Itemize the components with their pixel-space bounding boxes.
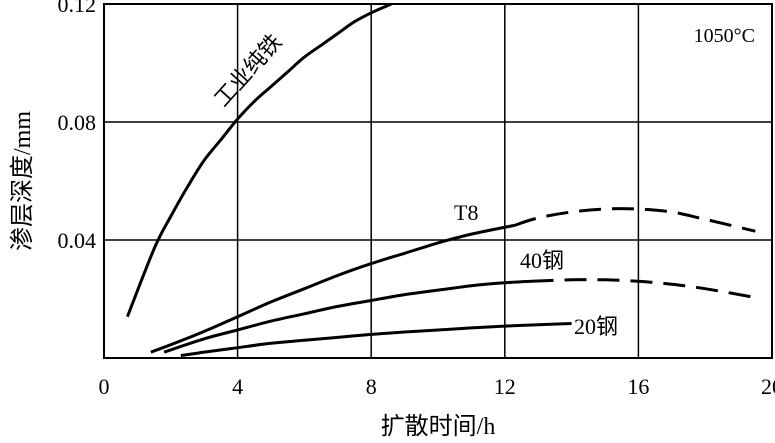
series-label-40-steel: 40钢 xyxy=(520,248,564,273)
x-tick-label: 0 xyxy=(99,374,110,399)
series-line-3-solid xyxy=(180,322,572,358)
y-tick-label: 0.04 xyxy=(58,228,97,253)
temperature-annotation: 1050°C xyxy=(694,25,755,47)
series-line-1-dashed xyxy=(514,207,756,233)
grid xyxy=(104,4,772,358)
series-label-t8: T8 xyxy=(454,200,478,225)
y-tick-label: 0.08 xyxy=(58,110,97,135)
tick-labels: 0 4 8 12 16 20 0.04 0.08 0.12 xyxy=(58,0,775,399)
series-line-0-solid xyxy=(126,2,392,318)
series-line-1-solid xyxy=(150,223,516,354)
y-tick-label: 0.12 xyxy=(58,0,97,17)
x-tick-label: 4 xyxy=(232,374,243,399)
x-tick-label: 8 xyxy=(366,374,377,399)
y-axis-title: 渗层深度/mm xyxy=(9,111,36,251)
plot-frame xyxy=(103,3,773,359)
series-label-20-steel: 20钢 xyxy=(574,314,618,339)
x-tick-label: 12 xyxy=(494,374,516,399)
x-tick-label: 16 xyxy=(627,374,649,399)
series-label-pure-iron: 工业纯铁 xyxy=(209,29,286,111)
series-layer xyxy=(126,2,756,358)
x-tick-label: 20 xyxy=(761,374,775,399)
series-line-2-solid xyxy=(163,279,532,354)
x-axis-title: 扩散时间/h xyxy=(381,413,496,440)
series-line-2-dashed xyxy=(531,278,756,299)
